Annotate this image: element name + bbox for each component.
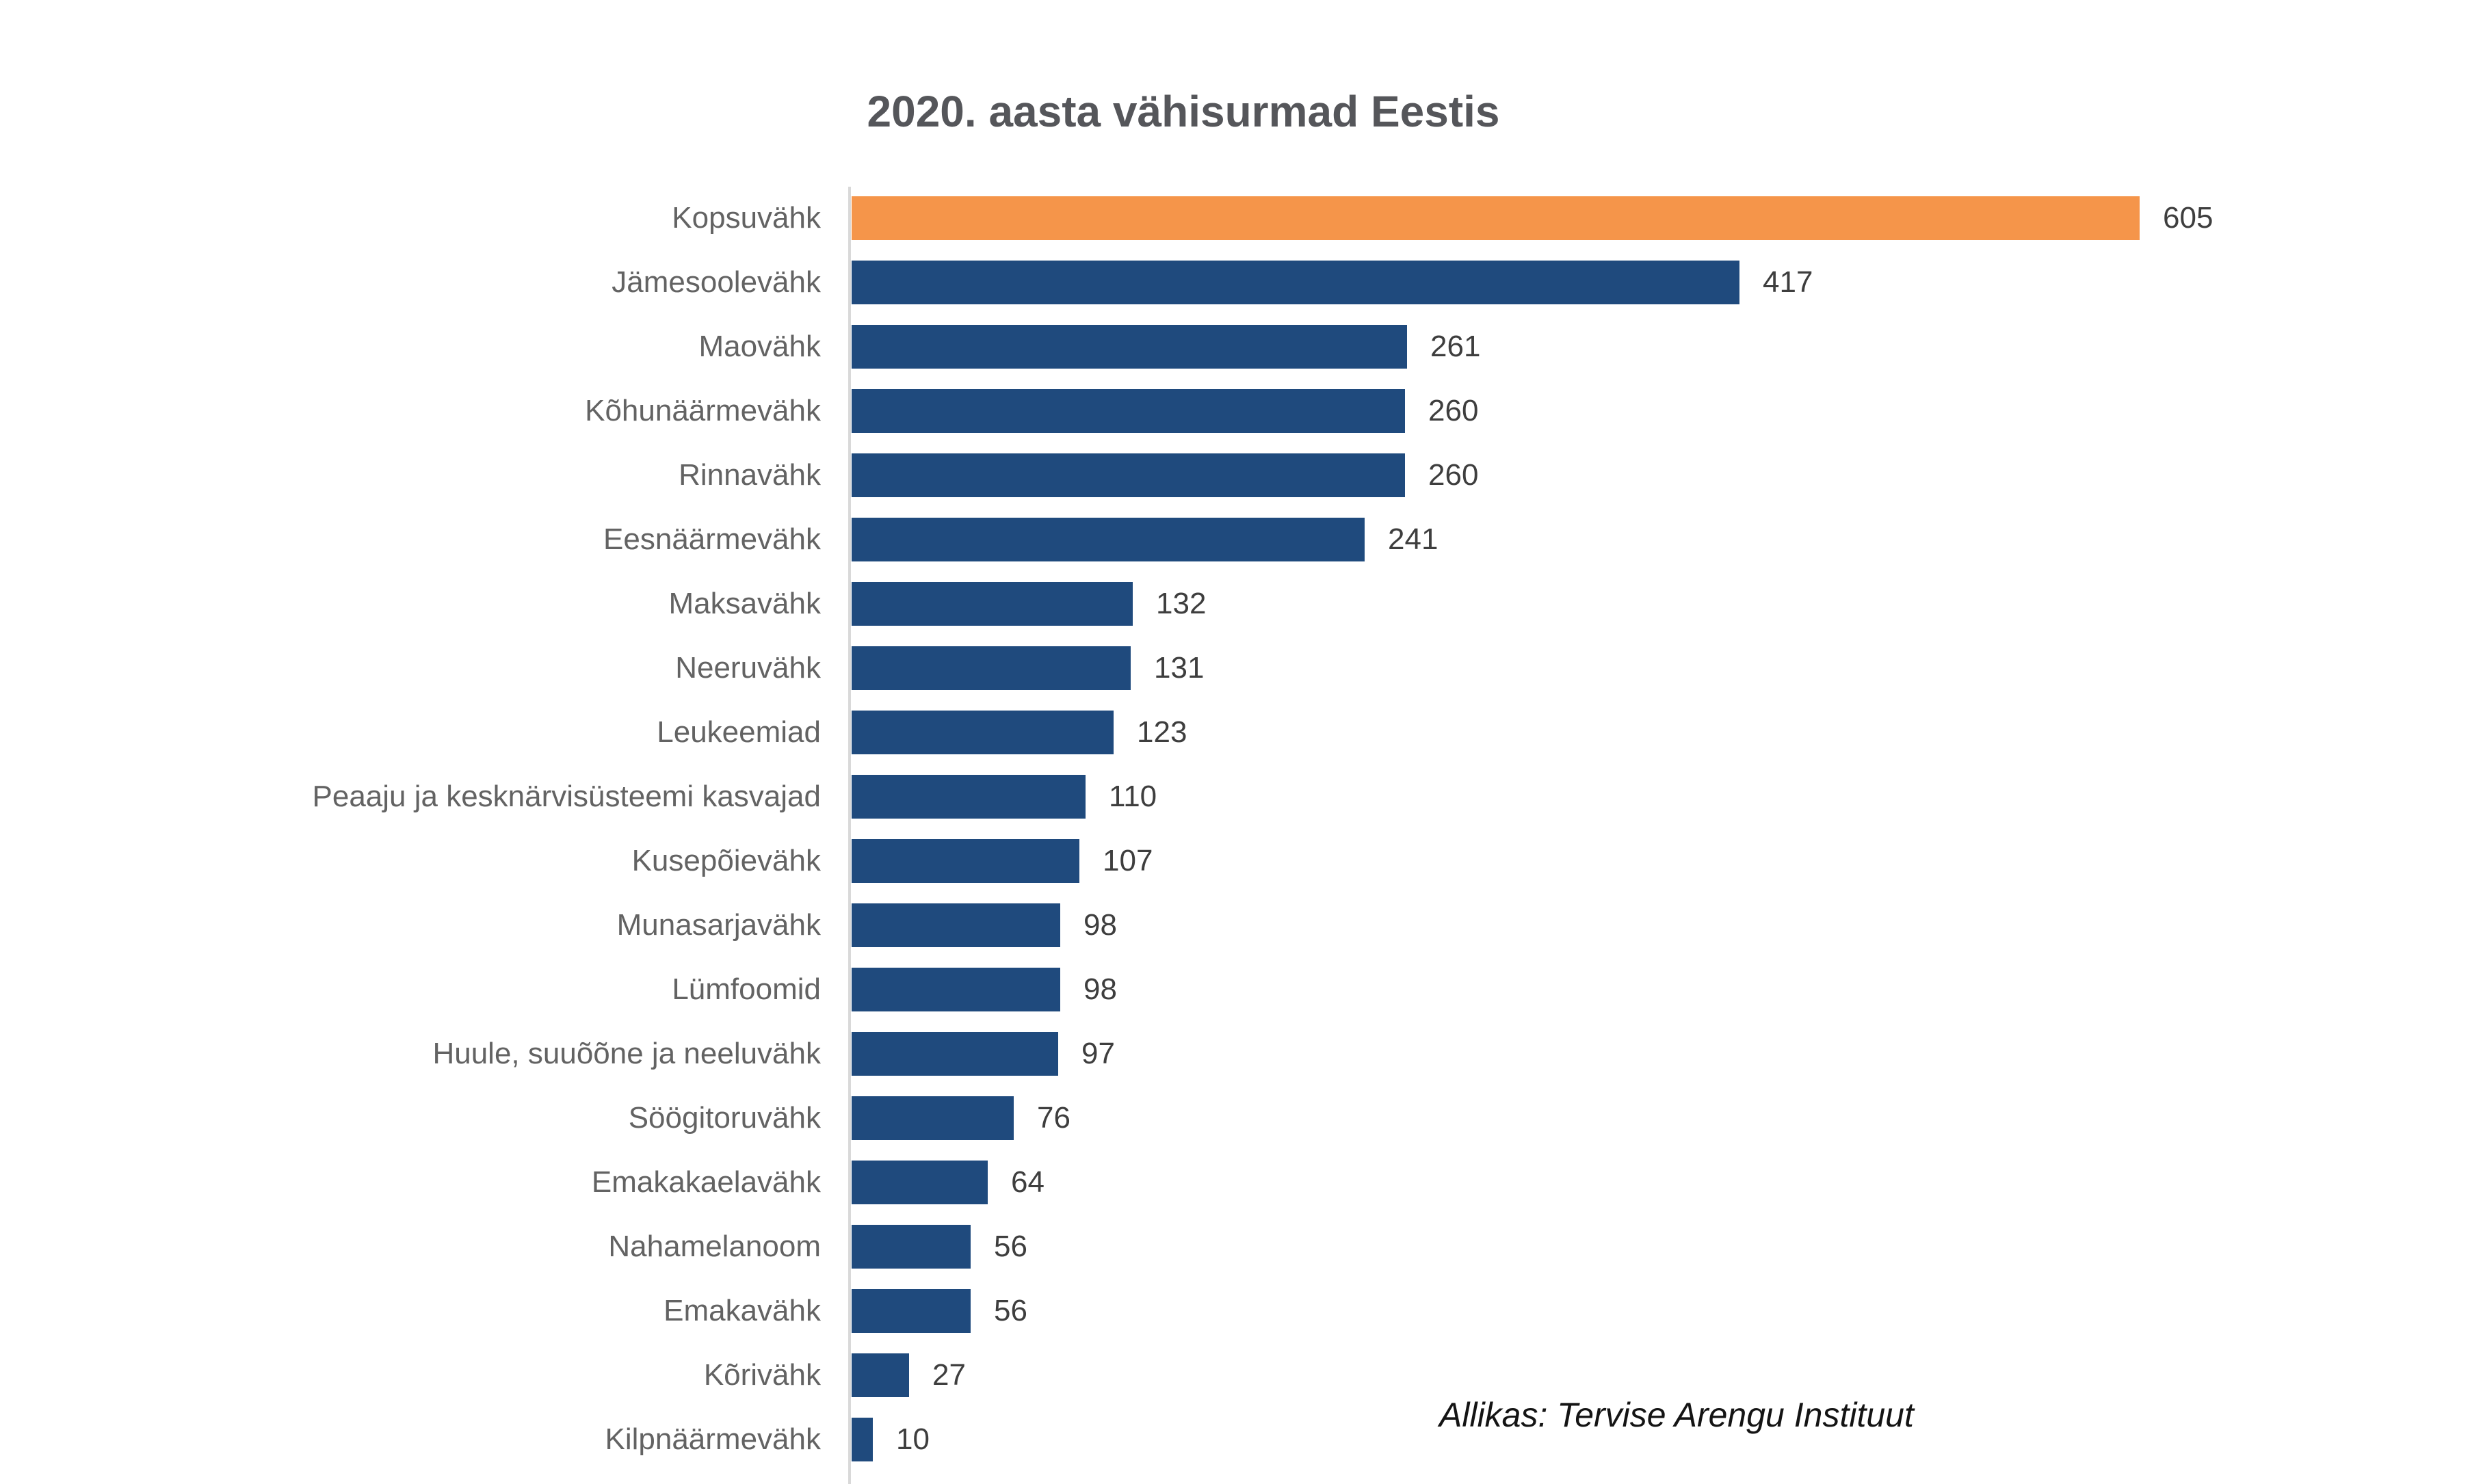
chart-row: Leukeemiad 123 [0,711,2483,754]
chart-row: Munasarjavähk 98 [0,903,2483,947]
category-label: Rinnavähk [679,458,821,492]
value-label: 260 [1428,458,1479,492]
category-label: Neeruvähk [675,651,821,685]
bar [852,1032,1058,1076]
category-label: Maovähk [698,330,821,363]
value-label: 241 [1388,522,1438,556]
bar [852,1161,988,1204]
category-label: Huule, suuõõne ja neeluvähk [432,1037,821,1070]
bar [852,1418,873,1461]
chart-row: Emakavähk 56 [0,1289,2483,1333]
category-label: Kilpnäärmevähk [605,1422,822,1456]
chart-row: Jämesoolevähk 417 [0,261,2483,304]
chart-row: Huule, suuõõne ja neeluvähk 97 [0,1032,2483,1076]
category-label: Eesnäärmevähk [603,522,821,556]
bar [852,968,1060,1011]
category-label: Emakakaelavähk [591,1165,821,1199]
source-attribution: Allikas: Tervise Arengu Instituut [1439,1396,1914,1434]
bar [852,903,1060,947]
chart-title: 2020. aasta vähisurmad Eestis [867,87,1500,136]
bar [852,261,1739,304]
value-label: 417 [1763,265,1813,299]
chart-row: Kõhunäärmevähk 260 [0,389,2483,433]
bar [852,196,2140,240]
category-label: Kusepõievähk [631,844,821,877]
bar [852,1096,1014,1140]
category-label: Munasarjavähk [616,908,821,942]
value-label: 97 [1081,1037,1115,1070]
bar [852,775,1086,819]
value-label: 132 [1156,587,1207,620]
chart-row: Nahamelanoom 56 [0,1225,2483,1269]
value-label: 123 [1137,715,1187,749]
chart-row: Kopsuvähk 605 [0,196,2483,240]
category-label: Lümfoomid [672,972,821,1006]
category-label: Kõrivähk [703,1358,821,1392]
bar [852,389,1405,433]
chart-row: Kõrivähk 27 [0,1353,2483,1397]
value-label: 98 [1083,908,1117,942]
value-label: 107 [1103,844,1153,877]
category-label: Leukeemiad [657,715,821,749]
bar [852,582,1133,626]
value-label: 110 [1109,780,1157,813]
bar [852,711,1114,754]
bar [852,646,1131,690]
category-label: Maksavähk [668,587,821,620]
value-label: 64 [1011,1165,1045,1199]
bar [852,518,1365,561]
bar [852,1225,971,1269]
value-label: 76 [1037,1101,1070,1135]
category-label: Nahamelanoom [608,1230,821,1263]
chart-row: Eesnäärmevähk 241 [0,518,2483,561]
value-label: 10 [896,1422,930,1456]
value-label: 605 [2163,201,2213,235]
value-label: 260 [1428,394,1479,427]
category-label: Jämesoolevähk [612,265,821,299]
y-axis-line [848,187,851,1484]
chart-row: Neeruvähk 131 [0,646,2483,690]
chart-row: Emakakaelavähk 64 [0,1161,2483,1204]
chart-row: Söögitoruvähk 76 [0,1096,2483,1140]
value-label: 131 [1154,651,1205,685]
bar [852,839,1079,883]
category-label: Kopsuvähk [672,201,821,235]
chart-row: Maovähk 261 [0,325,2483,369]
value-label: 56 [994,1294,1027,1327]
category-label: Peaaju ja kesknärvisüsteemi kasvajad [312,780,822,813]
value-label: 27 [932,1358,966,1392]
chart-row: Rinnavähk 260 [0,453,2483,497]
category-label: Emakavähk [664,1294,821,1327]
bar [852,1353,909,1397]
chart-row: Lümfoomid 98 [0,968,2483,1011]
value-label: 98 [1083,972,1117,1006]
bar [852,453,1405,497]
bar [852,1289,971,1333]
chart-row: Maksavähk 132 [0,582,2483,626]
category-label: Kõhunäärmevähk [585,394,821,427]
chart-row: Kusepõievähk 107 [0,839,2483,883]
chart-row: Peaaju ja kesknärvisüsteemi kasvajad 110 [0,775,2483,819]
category-label: Söögitoruvähk [628,1101,821,1135]
value-label: 56 [994,1230,1027,1263]
value-label: 261 [1430,330,1481,363]
bar [852,325,1407,369]
chart-row: Kilpnäärmevähk 10 [0,1418,2483,1461]
